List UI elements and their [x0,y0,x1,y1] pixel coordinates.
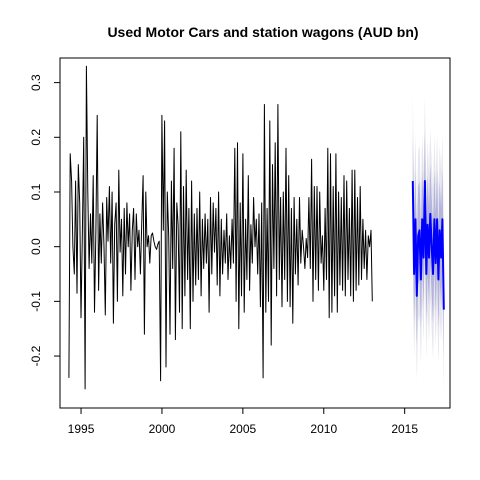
y-axis: -0.2 -0.1 0.0 0.1 0.2 0.3 [29,74,61,366]
forecast-line [411,180,445,310]
y-tick-label: 0.1 [29,183,43,200]
series-lines [68,65,445,390]
x-axis: 1995 2000 2005 2010 2015 [68,407,418,436]
x-tick-label: 1995 [68,422,95,436]
y-tick-label: 0.2 [29,129,43,146]
y-tick-label: 0.0 [29,238,43,255]
x-tick-label: 2010 [310,422,337,436]
y-tick-label: 0.3 [29,74,43,91]
y-tick-label: -0.1 [29,291,43,312]
x-tick-label: 2005 [230,422,257,436]
history-line [68,65,373,390]
x-tick-label: 2000 [149,422,176,436]
y-tick-label: -0.2 [29,345,43,366]
chart-title: Used Motor Cars and station wagons (AUD … [107,24,418,40]
x-tick-label: 2015 [391,422,418,436]
